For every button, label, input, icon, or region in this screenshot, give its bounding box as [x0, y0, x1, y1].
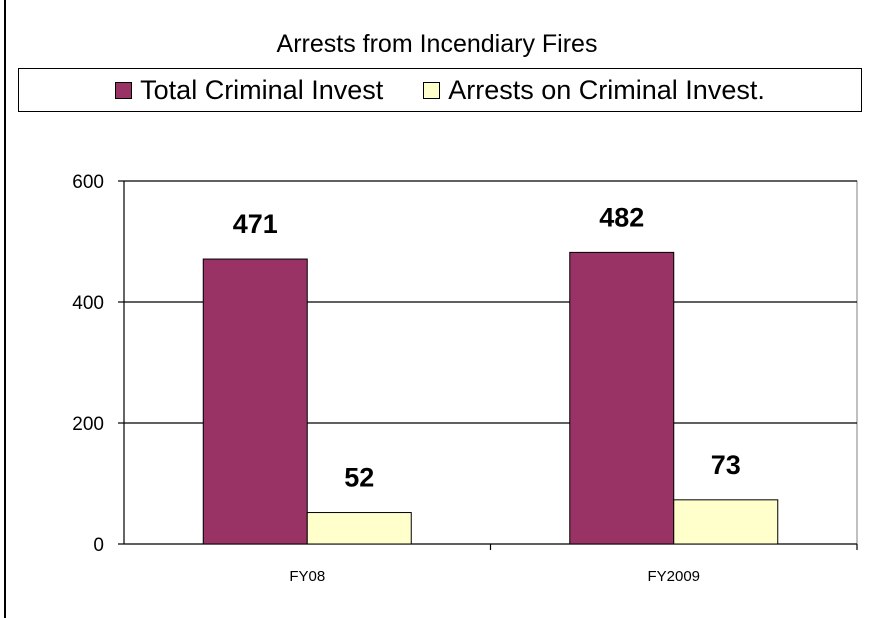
y-tick-label-400: 400 [72, 293, 104, 314]
legend-entry-total-criminal-invest: Total Criminal Invest [115, 75, 383, 106]
y-tick-label-600: 600 [72, 172, 104, 193]
legend-swatch-total-criminal-invest [115, 81, 133, 99]
bar-fy08-series-0 [202, 258, 308, 545]
x-category-label-fy08: FY08 [289, 568, 325, 585]
x-category-label-fy2009: FY2009 [647, 568, 700, 585]
bar-fy08-series-1 [306, 512, 412, 545]
legend-swatch-arrests-on-criminal-invest [423, 81, 441, 99]
data-label-fy2009-series-0: 482 [599, 202, 644, 232]
left-border-line [4, 0, 6, 618]
data-label-fy2009-series-1: 73 [711, 450, 741, 480]
chart-legend: Total Criminal Invest Arrests on Crimina… [18, 68, 862, 112]
bar-fy2009-series-0 [569, 251, 675, 545]
data-label-fy08-series-1: 52 [344, 463, 374, 493]
chart-title: Arrests from Incendiary Fires [276, 30, 598, 58]
data-label-fy08-series-0: 471 [233, 209, 278, 239]
bar-fy2009-series-1 [673, 499, 779, 545]
legend-entry-arrests-on-criminal-invest: Arrests on Criminal Invest. [423, 75, 765, 106]
legend-label-total-criminal-invest: Total Criminal Invest [140, 74, 384, 105]
y-tick-label-0: 0 [93, 535, 104, 556]
legend-label-arrests-on-criminal-invest: Arrests on Criminal Invest. [448, 74, 765, 105]
y-tick-label-200: 200 [72, 414, 104, 435]
